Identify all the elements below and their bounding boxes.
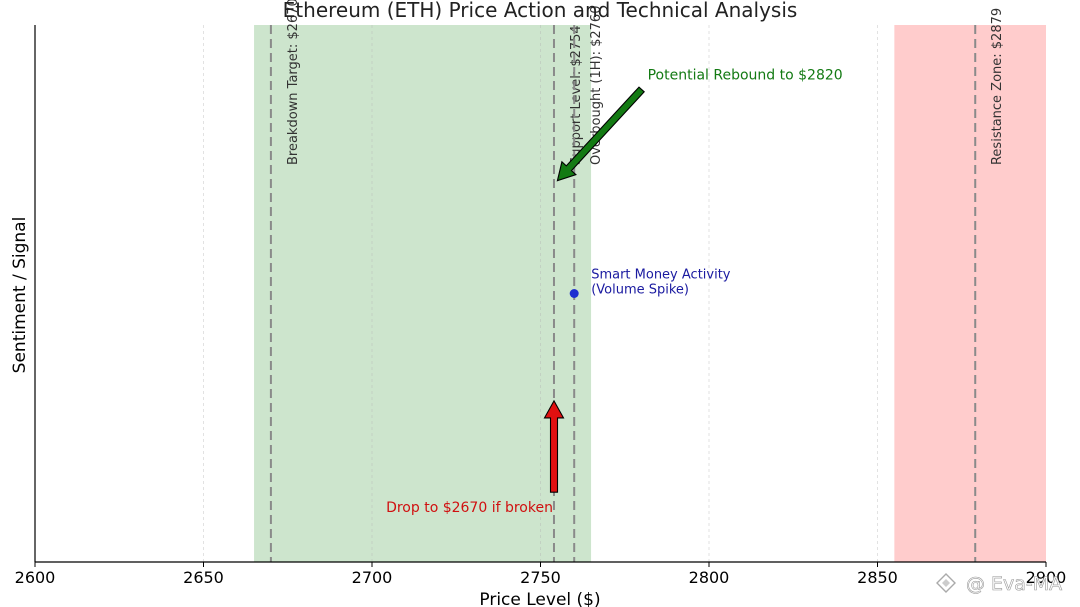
zone-1: [894, 25, 1046, 562]
level-label-3: Resistance Zone: $2879: [990, 8, 1005, 165]
smart-money-point: [569, 289, 579, 298]
arrow-0: [556, 86, 645, 182]
arrow-label-1: Drop to $2670 if broken: [386, 500, 553, 516]
x-tick-label: 2800: [689, 568, 730, 587]
chart-title: Ethereum (ETH) Price Action and Technica…: [283, 0, 798, 22]
x-tick-label: 2750: [520, 568, 561, 587]
x-ticks: 2600 2650 2700 2750 2800 2850 2900: [15, 562, 1067, 587]
x-tick-label: 2850: [857, 568, 898, 587]
point-label-line: (Volume Spike): [591, 283, 689, 298]
arrow-label-0: Potential Rebound to $2820: [648, 67, 843, 83]
level-label-0: Breakdown Target: $2670: [286, 0, 301, 165]
x-tick-label: 2600: [15, 568, 56, 587]
data-points: Smart Money Activity(Volume Spike): [569, 268, 731, 298]
watermark-logo-icon: [936, 573, 956, 593]
x-tick-label: 2900: [1026, 568, 1067, 587]
x-tick-label: 2700: [352, 568, 393, 587]
x-axis-title: Price Level ($): [479, 590, 600, 607]
watermark-text: @ Eva-MA: [966, 573, 1062, 595]
watermark: @ Eva-MA: [936, 573, 1062, 595]
y-axis-title: Sentiment / Signal: [10, 217, 30, 374]
annotation-arrows: Potential Rebound to $2820 Drop to $2670 …: [386, 67, 843, 516]
shaded-zones: [254, 25, 1046, 562]
x-tick-label: 2650: [183, 568, 224, 587]
level-label-2: Overbought (1H): $2760: [589, 6, 604, 166]
arrow-1: [543, 399, 565, 493]
level-label-1: Support Level: $2754: [569, 25, 584, 165]
point-label-line: Smart Money Activity: [591, 268, 731, 283]
zone-0: [254, 25, 592, 562]
